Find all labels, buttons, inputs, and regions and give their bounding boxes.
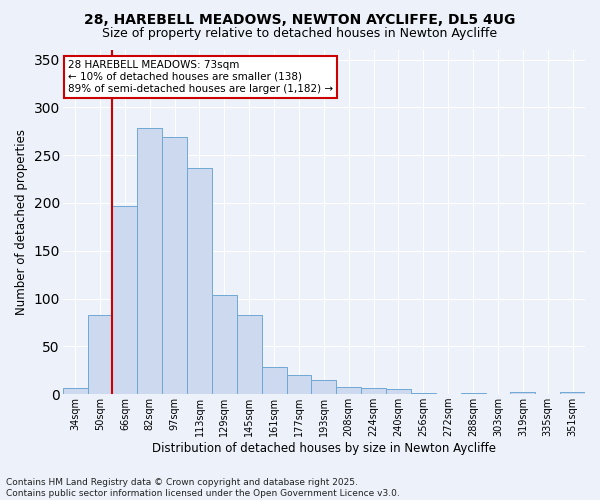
Bar xyxy=(187,168,212,394)
Bar xyxy=(560,392,585,394)
Bar xyxy=(112,206,137,394)
Text: Contains HM Land Registry data © Crown copyright and database right 2025.
Contai: Contains HM Land Registry data © Crown c… xyxy=(6,478,400,498)
Bar xyxy=(361,388,386,394)
Bar xyxy=(212,294,237,394)
Text: 28 HAREBELL MEADOWS: 73sqm
← 10% of detached houses are smaller (138)
89% of sem: 28 HAREBELL MEADOWS: 73sqm ← 10% of deta… xyxy=(68,60,333,94)
Bar xyxy=(386,390,411,394)
Bar xyxy=(63,388,88,394)
Bar xyxy=(137,128,162,394)
Y-axis label: Number of detached properties: Number of detached properties xyxy=(15,129,28,315)
X-axis label: Distribution of detached houses by size in Newton Aycliffe: Distribution of detached houses by size … xyxy=(152,442,496,455)
Bar xyxy=(262,368,287,394)
Text: Size of property relative to detached houses in Newton Aycliffe: Size of property relative to detached ho… xyxy=(103,28,497,40)
Text: 28, HAREBELL MEADOWS, NEWTON AYCLIFFE, DL5 4UG: 28, HAREBELL MEADOWS, NEWTON AYCLIFFE, D… xyxy=(85,12,515,26)
Bar xyxy=(162,137,187,394)
Bar xyxy=(88,315,112,394)
Bar xyxy=(311,380,336,394)
Bar xyxy=(411,393,436,394)
Bar xyxy=(336,386,361,394)
Bar xyxy=(237,315,262,394)
Bar xyxy=(511,392,535,394)
Bar xyxy=(461,393,485,394)
Bar xyxy=(287,375,311,394)
